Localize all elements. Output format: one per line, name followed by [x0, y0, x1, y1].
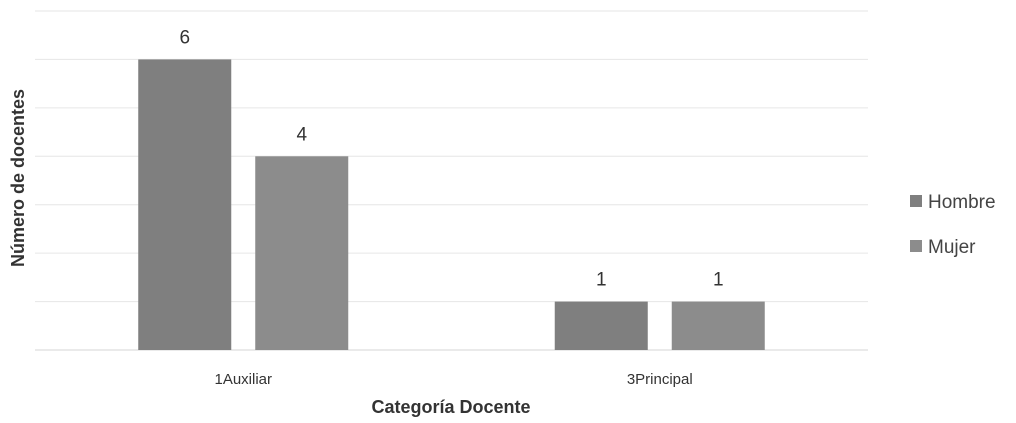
bar-mujer-0	[255, 156, 349, 350]
legend-swatch-hombre	[910, 195, 922, 207]
data-label: 6	[179, 27, 190, 48]
y-axis-title: Número de docentes	[8, 89, 28, 267]
bar-hombre-0	[138, 59, 232, 351]
x-tick-label: 3Principal	[627, 371, 693, 388]
data-label: 4	[296, 124, 307, 145]
legend: Hombre Mujer	[910, 192, 996, 258]
legend-label-mujer: Mujer	[928, 237, 976, 258]
bars	[138, 59, 765, 351]
data-label: 1	[713, 270, 724, 291]
x-tick-label: 1Auxiliar	[214, 371, 272, 388]
x-axis-title: Categoría Docente	[371, 397, 530, 417]
data-label: 1	[596, 270, 607, 291]
data-labels: 6 4 1 1	[179, 27, 723, 290]
x-axis-ticks: 1Auxiliar 3Principal	[214, 371, 692, 388]
legend-swatch-mujer	[910, 240, 922, 252]
legend-label-hombre: Hombre	[928, 192, 996, 213]
bar-hombre-1	[554, 301, 648, 350]
bar-mujer-1	[671, 301, 765, 350]
